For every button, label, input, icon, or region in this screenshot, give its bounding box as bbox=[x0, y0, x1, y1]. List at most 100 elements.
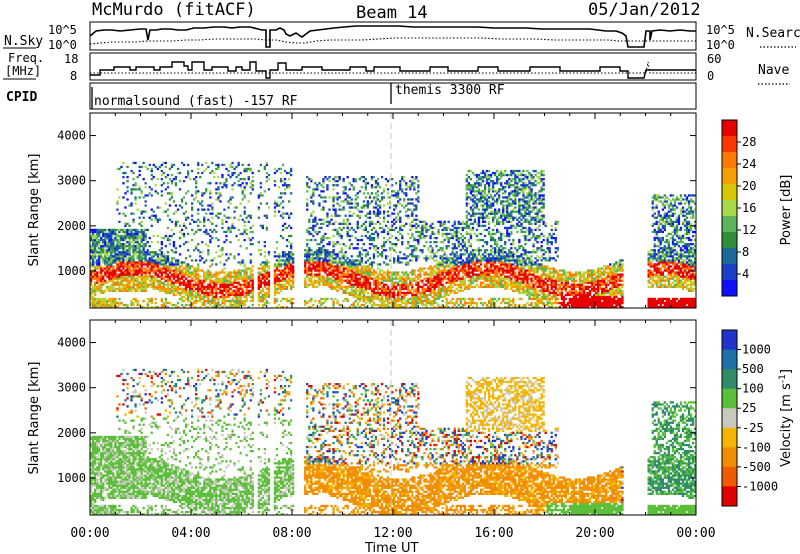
power-cell bbox=[158, 269, 161, 272]
power-cell bbox=[324, 196, 327, 199]
power-cell bbox=[407, 202, 410, 205]
power-cell bbox=[106, 301, 109, 305]
power-cell bbox=[142, 283, 145, 286]
power-cell bbox=[195, 269, 198, 272]
power-cell bbox=[162, 283, 165, 286]
power-cell bbox=[146, 269, 149, 272]
power-cell bbox=[118, 255, 121, 258]
power-cell bbox=[158, 289, 161, 292]
power-cell bbox=[263, 279, 266, 282]
power-cell bbox=[328, 251, 331, 254]
power-cell bbox=[231, 293, 234, 297]
power-cell bbox=[290, 263, 293, 266]
power-cell bbox=[150, 277, 153, 280]
power-cell bbox=[334, 267, 337, 270]
power-cell bbox=[380, 230, 384, 234]
power-cell bbox=[407, 275, 410, 278]
power-cell bbox=[90, 238, 93, 242]
power-cell bbox=[223, 279, 226, 282]
power-cell bbox=[419, 295, 422, 299]
power-cell bbox=[247, 291, 250, 295]
power-cell bbox=[449, 269, 452, 272]
power-cell bbox=[211, 299, 214, 303]
power-cell bbox=[463, 303, 466, 307]
power-cell bbox=[126, 228, 129, 232]
power-cell bbox=[162, 253, 165, 256]
power-cell bbox=[451, 297, 454, 301]
power-cell bbox=[441, 265, 444, 268]
power-cell bbox=[225, 285, 228, 288]
power-cell bbox=[338, 283, 341, 286]
power-cell bbox=[166, 291, 170, 295]
power-cell bbox=[364, 255, 367, 258]
power-cell bbox=[122, 257, 125, 260]
power-cell bbox=[358, 190, 361, 193]
power-cell bbox=[251, 171, 254, 175]
power-cell bbox=[164, 234, 167, 238]
power-cell bbox=[475, 257, 479, 260]
power-cell bbox=[110, 299, 113, 303]
power-cell bbox=[469, 188, 473, 191]
power-cell bbox=[465, 269, 468, 272]
power-cell bbox=[213, 291, 216, 295]
power-cell bbox=[148, 245, 151, 248]
power-cell bbox=[136, 265, 139, 268]
power-cell bbox=[306, 271, 309, 274]
power-cell bbox=[142, 289, 145, 292]
power-cell bbox=[374, 277, 378, 280]
power-cell bbox=[245, 232, 248, 236]
power-cell bbox=[437, 232, 440, 236]
power-cell bbox=[415, 257, 418, 260]
power-cell bbox=[378, 287, 382, 290]
power-cell bbox=[417, 275, 420, 278]
power-cell bbox=[219, 192, 222, 195]
power-cell bbox=[445, 277, 448, 280]
power-cell bbox=[423, 287, 426, 290]
power-cell bbox=[251, 281, 254, 284]
power-cell bbox=[310, 281, 313, 284]
power-cell bbox=[225, 216, 228, 219]
power-cell bbox=[229, 241, 232, 244]
power-cell bbox=[168, 261, 172, 264]
power-cell bbox=[142, 275, 145, 278]
power-cell bbox=[477, 184, 481, 187]
power-cell bbox=[138, 275, 141, 278]
power-cell bbox=[259, 289, 262, 292]
power-cell bbox=[411, 180, 414, 183]
power-cell bbox=[445, 291, 448, 295]
power-cell bbox=[473, 214, 477, 217]
power-cell bbox=[393, 243, 396, 246]
power-cell bbox=[382, 279, 386, 282]
power-cell bbox=[411, 214, 414, 217]
power-cell bbox=[281, 285, 285, 288]
power-cell bbox=[453, 261, 456, 264]
power-cell bbox=[90, 275, 93, 278]
power-cell bbox=[102, 259, 105, 262]
power-cell bbox=[205, 285, 208, 288]
power-cell bbox=[429, 251, 432, 254]
power-cell bbox=[328, 285, 331, 288]
power-cell bbox=[304, 249, 307, 252]
power-cell bbox=[182, 306, 186, 309]
power-cell bbox=[338, 269, 341, 272]
power-cell bbox=[318, 230, 321, 234]
power-cell bbox=[221, 299, 224, 303]
power-cell bbox=[312, 226, 315, 230]
power-cell bbox=[213, 257, 216, 260]
power-cell bbox=[435, 285, 438, 288]
power-cell bbox=[136, 299, 139, 303]
power-cell bbox=[344, 287, 347, 290]
power-cell bbox=[342, 285, 345, 288]
power-cell bbox=[417, 230, 420, 234]
power-cell bbox=[453, 281, 456, 284]
power-cell bbox=[304, 285, 307, 288]
power-cell bbox=[336, 198, 339, 201]
power-cell bbox=[417, 281, 420, 284]
power-cell bbox=[118, 230, 121, 234]
power-cell bbox=[290, 243, 293, 246]
power-cell bbox=[233, 293, 236, 297]
power-cell bbox=[443, 271, 446, 274]
power-cell bbox=[118, 245, 121, 248]
power-cell bbox=[118, 257, 121, 260]
power-cell bbox=[453, 267, 456, 270]
